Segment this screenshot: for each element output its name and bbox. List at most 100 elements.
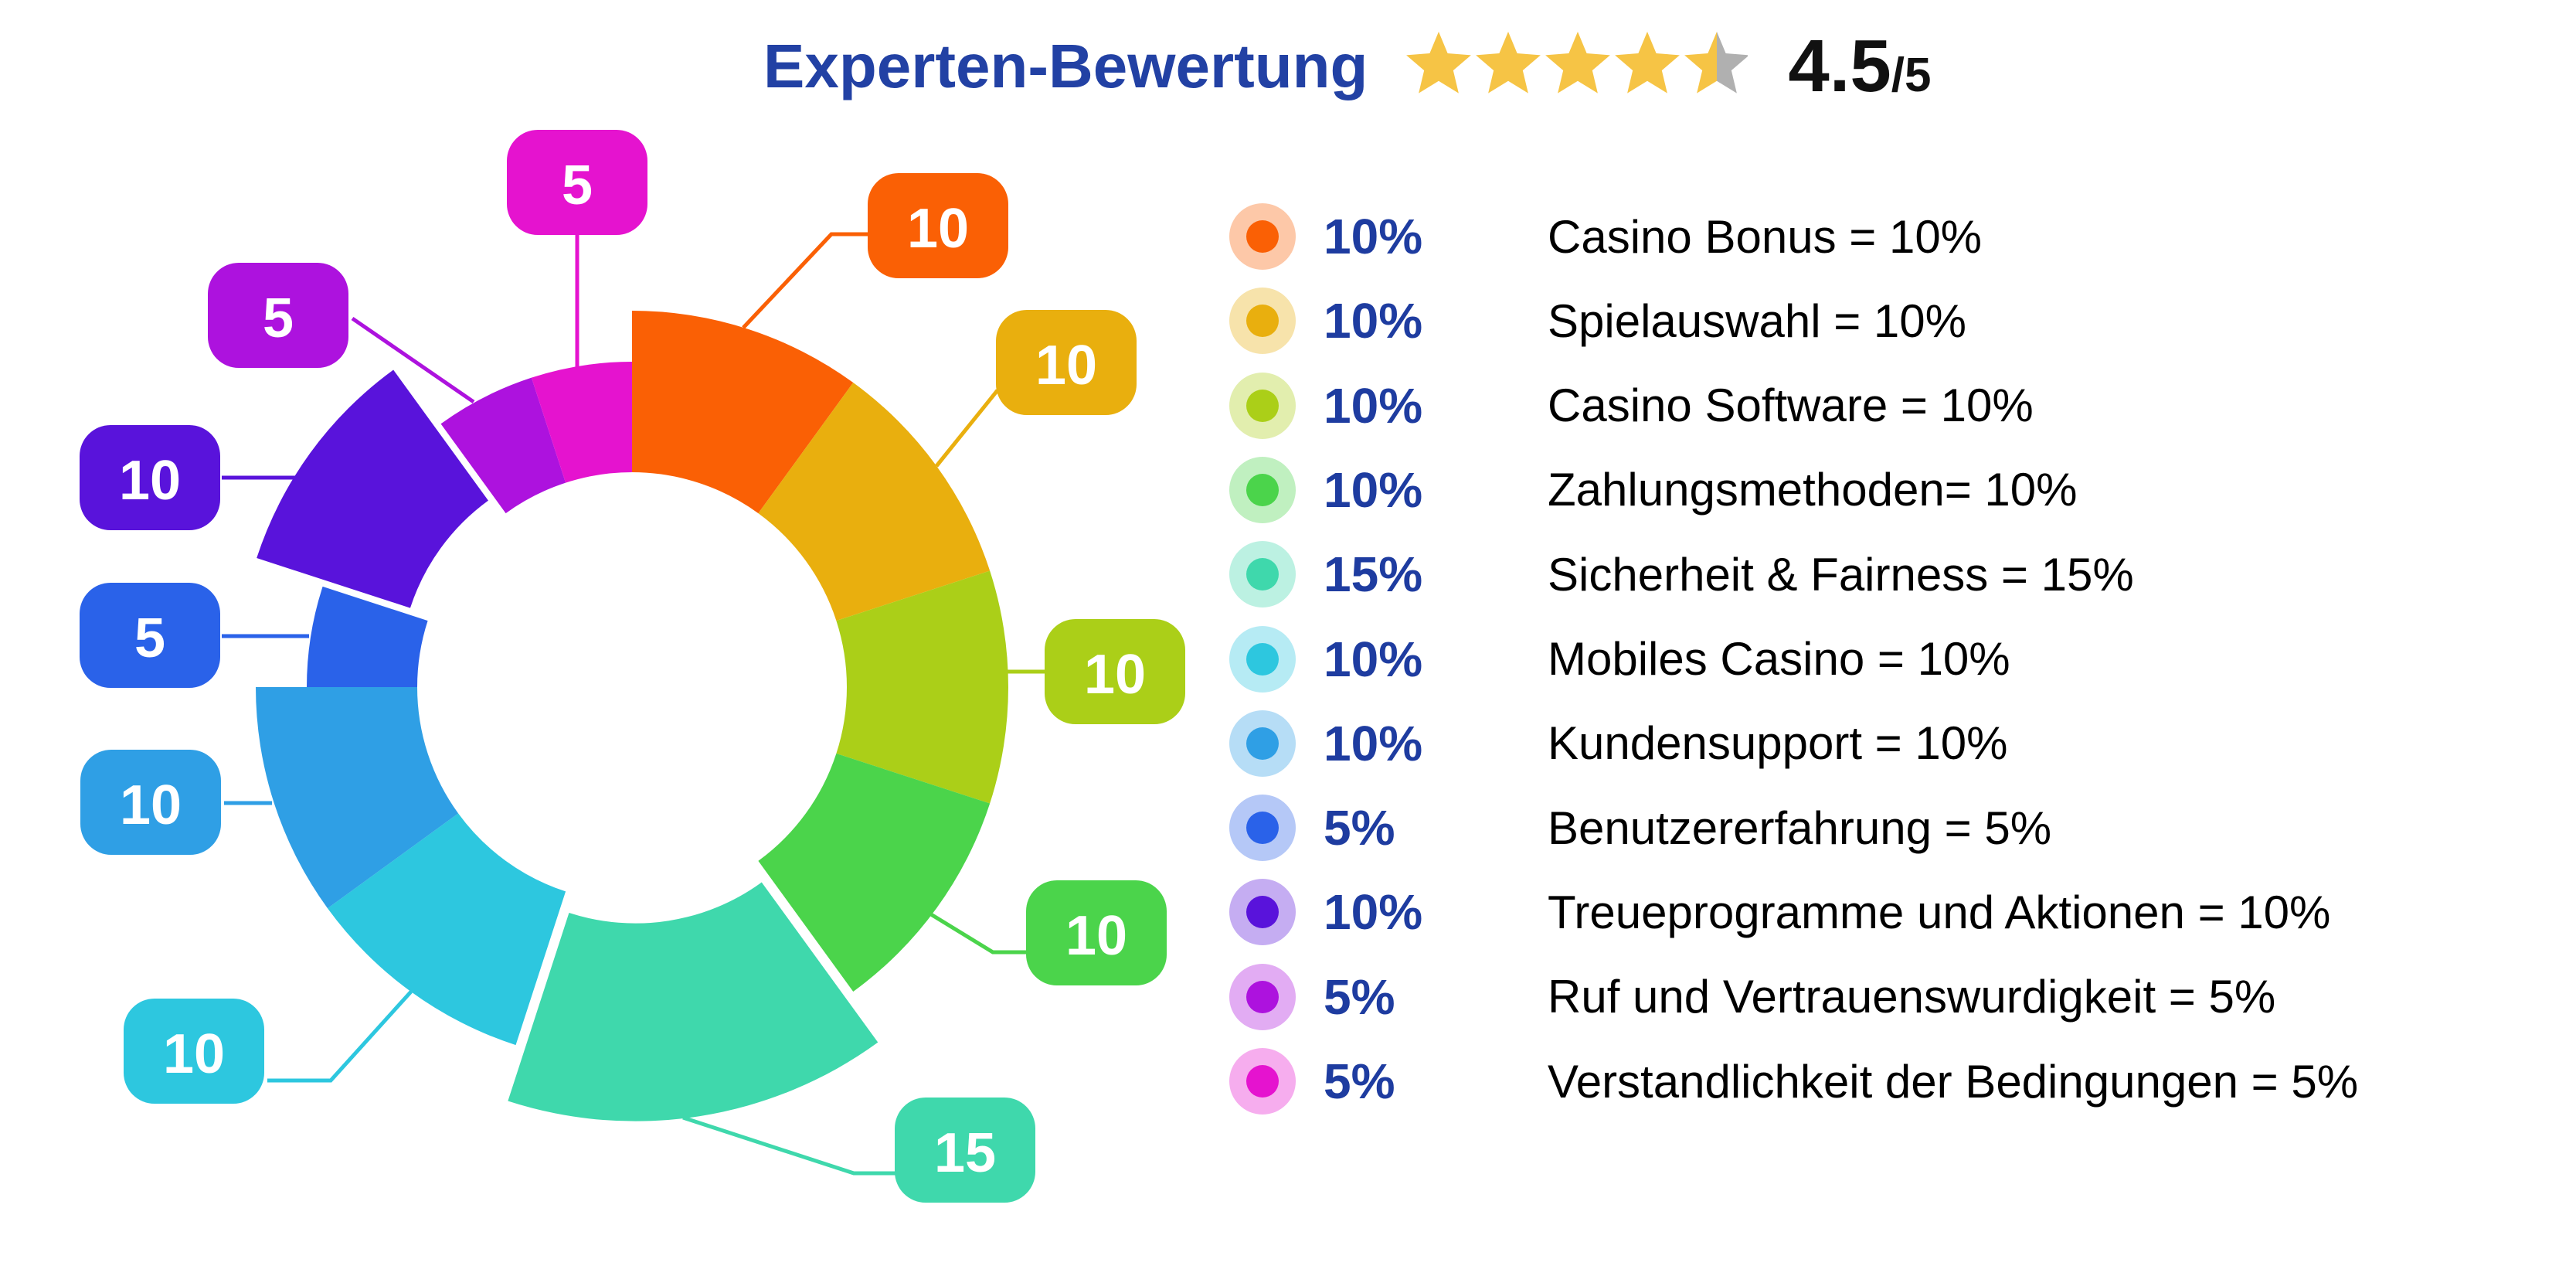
legend-dot-icon [1229, 879, 1296, 946]
pie-slice-mobiles-casino [328, 813, 566, 1046]
star-full-icon [1545, 32, 1611, 94]
leader-line-mobiles-casino [267, 990, 413, 1083]
legend-label: Zahlungsmethoden= 10% [1548, 464, 2078, 516]
legend-row-sicherheit-und-fairness-15: 15% Sicherheit & Fairness = 15% [1229, 537, 2134, 611]
callout-value-benutzererfahrung: 5 [134, 607, 165, 669]
legend-dot-inner-icon [1246, 1065, 1279, 1098]
legend-label: Treueprogramme und Aktionen = 10% [1548, 886, 2331, 938]
leader-line-ruf-und-vertrauenswurdigkeit [351, 316, 475, 404]
pie-slice-casino-software [836, 570, 1008, 804]
legend-dot-inner-icon [1246, 558, 1279, 591]
callout-value-verstandlichkeit-der-bedingungen: 5 [562, 155, 593, 216]
legend-label: Kundensupport = 10% [1548, 717, 2008, 770]
legend-percent: 10% [1324, 293, 1423, 349]
legend-dot-icon [1229, 541, 1296, 608]
callout-box-treueprogramme-und-aktionen [80, 425, 220, 530]
legend-percent: 5% [1324, 1053, 1395, 1109]
legend-percent: 10% [1324, 377, 1423, 434]
callout-box-spielauswahl [996, 310, 1137, 415]
legend-label: Sicherheit & Fairness = 15% [1548, 548, 2134, 601]
pie-slice-ruf-und-vertrauenswurdigkeit [440, 377, 566, 514]
callout-value-zahlungsmethoden: 10 [1065, 905, 1127, 967]
star-full-icon [1476, 32, 1541, 94]
header: Experten-Bewertung 4.5/5 [763, 22, 1932, 111]
page-title: Experten-Bewertung [763, 32, 1368, 100]
pie-slice-zahlungsmethoden [758, 753, 991, 992]
callout-box-casino-bonus [868, 173, 1008, 278]
legend-percent: 10% [1324, 461, 1423, 518]
pie-slice-kundensupport [256, 687, 459, 909]
legend-dot-inner-icon [1246, 220, 1279, 253]
donut-chart-svg: 10 10 10 10 15 10 10 5 10 5 5 [80, 130, 1185, 1203]
legend-row-zahlungsmethoden-10: 10% Zahlungsmethoden= 10% [1229, 453, 2078, 527]
legend-label: Ruf und Vertrauenswurdigkeit = 5% [1548, 971, 2276, 1023]
legend-dot-icon [1229, 625, 1296, 693]
callout-box-kundensupport [80, 750, 221, 855]
callout-box-verstandlichkeit-der-bedingungen [507, 130, 647, 235]
legend-row-mobiles-casino-10: 10% Mobiles Casino = 10% [1229, 622, 2010, 696]
leader-line-spielauswahl [935, 389, 999, 468]
legend-dot-icon [1229, 456, 1296, 523]
legend-percent: 5% [1324, 968, 1395, 1025]
leader-line-sicherheit-und-fairness [682, 1115, 896, 1176]
legend-percent: 10% [1324, 884, 1423, 941]
callout-value-casino-bonus: 10 [907, 198, 969, 260]
legend-dot-icon [1229, 1048, 1296, 1115]
legend-row-verstandlichkeit-der-bedingungen-5: 5% Verstandlichkeit der Bedingungen = 5% [1229, 1044, 2358, 1118]
pie-slice-verstandlichkeit-der-bedingungen [531, 362, 632, 483]
callout-box-mobiles-casino [124, 999, 264, 1104]
legend-dot-icon [1229, 288, 1296, 355]
rating-value: 4.5 [1788, 25, 1891, 107]
callout-box-sicherheit-und-fairness [895, 1098, 1035, 1203]
callout-value-sicherheit-und-fairness: 15 [934, 1122, 996, 1184]
legend-percent: 10% [1324, 631, 1423, 687]
callout-value-treueprogramme-und-aktionen: 10 [119, 450, 181, 512]
legend-label: Casino Software = 10% [1548, 379, 2034, 432]
legend-row-kundensupport-10: 10% Kundensupport = 10% [1229, 706, 2007, 781]
legend-dot-icon [1229, 963, 1296, 1030]
legend-dot-inner-icon [1246, 896, 1279, 929]
legend-dot-inner-icon [1246, 980, 1279, 1013]
rating: 4.5/5 [1788, 29, 1931, 104]
legend-dot-icon [1229, 372, 1296, 439]
legend-row-casino-software-10: 10% Casino Software = 10% [1229, 369, 2034, 443]
legend-dot-icon [1229, 795, 1296, 862]
callout-value-casino-software: 10 [1084, 644, 1146, 706]
leader-line-zahlungsmethoden [926, 910, 1028, 955]
pie-slice-casino-bonus [632, 311, 854, 514]
pie-slice-sicherheit-und-fairness [508, 882, 878, 1121]
callout-value-mobiles-casino: 10 [163, 1023, 225, 1085]
legend-label: Verstandlichkeit der Bedingungen = 5% [1548, 1055, 2359, 1108]
legend-row-benutzererfahrung-5: 5% Benutzererfahrung = 5% [1229, 791, 2051, 865]
callout-box-ruf-und-vertrauenswurdigkeit [208, 263, 348, 368]
legend-dot-inner-icon [1246, 812, 1279, 845]
star-half-icon [1684, 32, 1748, 94]
legend-row-spielauswahl-10: 10% Spielauswahl = 10% [1229, 284, 1966, 358]
star-rating [1406, 32, 1748, 94]
legend-label: Mobiles Casino = 10% [1548, 633, 2010, 685]
legend-label: Spielauswahl = 10% [1548, 294, 1967, 347]
legend-row-ruf-und-vertrauenswurdigkeit-5: 5% Ruf und Vertrauenswurdigkeit = 5% [1229, 960, 2275, 1034]
legend-dot-inner-icon [1246, 727, 1279, 760]
legend-dot-icon [1229, 710, 1296, 777]
rating-suffix: /5 [1891, 49, 1932, 102]
pie-slice-treueprogramme-und-aktionen [257, 369, 488, 608]
legend-dot-icon [1229, 203, 1296, 270]
legend-dot-inner-icon [1246, 642, 1279, 676]
callout-value-spielauswahl: 10 [1035, 335, 1097, 396]
legend-dot-inner-icon [1246, 389, 1279, 422]
callout-value-kundensupport: 10 [120, 774, 182, 836]
legend-percent: 5% [1324, 800, 1395, 856]
pie-slice-spielauswahl [758, 383, 991, 621]
legend-percent: 10% [1324, 715, 1423, 771]
pie-slice-benutzererfahrung [307, 586, 428, 687]
legend-percent: 10% [1324, 209, 1423, 264]
callout-value-ruf-und-vertrauenswurdigkeit: 5 [263, 288, 294, 349]
legend-label: Benutzererfahrung = 5% [1548, 801, 2052, 854]
legend-row-casino-bonus-10: 10% Casino Bonus = 10% [1229, 199, 1982, 274]
legend-dot-inner-icon [1246, 305, 1279, 338]
callout-box-casino-software [1045, 619, 1185, 724]
legend-label: Casino Bonus = 10% [1548, 210, 1983, 263]
leader-line-casino-bonus [742, 232, 869, 329]
